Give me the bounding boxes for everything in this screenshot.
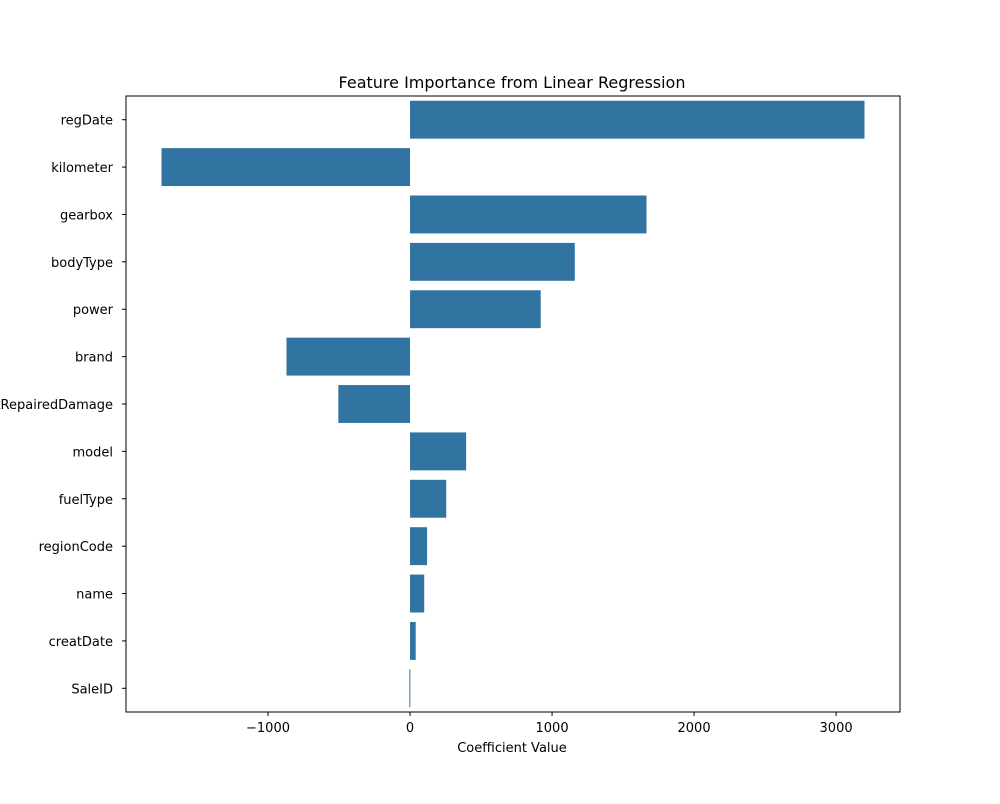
bar-name <box>410 574 425 613</box>
bar-regionCode <box>410 527 428 566</box>
y-tick-label: bodyType <box>51 256 113 271</box>
plot-area-frame <box>125 95 901 713</box>
bars-layer <box>161 100 865 708</box>
y-tick-label: brand <box>75 351 113 366</box>
y-axis-ticks: regDate kilometer gearbox bodyType power bran… <box>0 114 126 697</box>
y-tick-label: name <box>76 588 113 603</box>
x-tick-label: −1000 <box>246 721 290 736</box>
y-tick-label: creatDate <box>49 635 113 650</box>
bar-model <box>410 432 467 471</box>
y-tick-label: kilometer <box>51 161 113 176</box>
x-axis-title: Coefficient Value <box>457 741 567 756</box>
x-tick-label: 2000 <box>678 721 711 736</box>
y-tick-label: gearbox <box>60 208 113 223</box>
y-tick-label: power <box>73 303 114 318</box>
y-tick-label: fuelType <box>59 493 113 508</box>
bar-gearbox <box>410 195 647 234</box>
y-tick-label: notRepairedDamage <box>0 398 113 413</box>
x-axis-ticks: −1000 0 1000 2000 3000 <box>246 712 853 736</box>
bar-brand <box>286 337 411 376</box>
x-tick-label: 3000 <box>820 721 853 736</box>
bar-SaleID <box>409 669 411 708</box>
y-tick-label: regionCode <box>39 540 113 555</box>
bar-power <box>410 290 541 329</box>
y-tick-label: SaleID <box>71 682 113 697</box>
x-tick-label: 0 <box>406 721 414 736</box>
y-tick-label: regDate <box>61 114 113 129</box>
bar-kilometer <box>161 148 411 187</box>
bar-fuelType <box>410 479 447 518</box>
bar-notRepairedDamage <box>338 385 411 423</box>
chart-title: Feature Importance from Linear Regressio… <box>339 73 686 92</box>
x-tick-label: 1000 <box>536 721 569 736</box>
bar-regDate <box>410 100 865 139</box>
bar-bodyType <box>410 242 575 281</box>
bar-creatDate <box>410 621 416 660</box>
y-tick-label: model <box>73 445 113 460</box>
